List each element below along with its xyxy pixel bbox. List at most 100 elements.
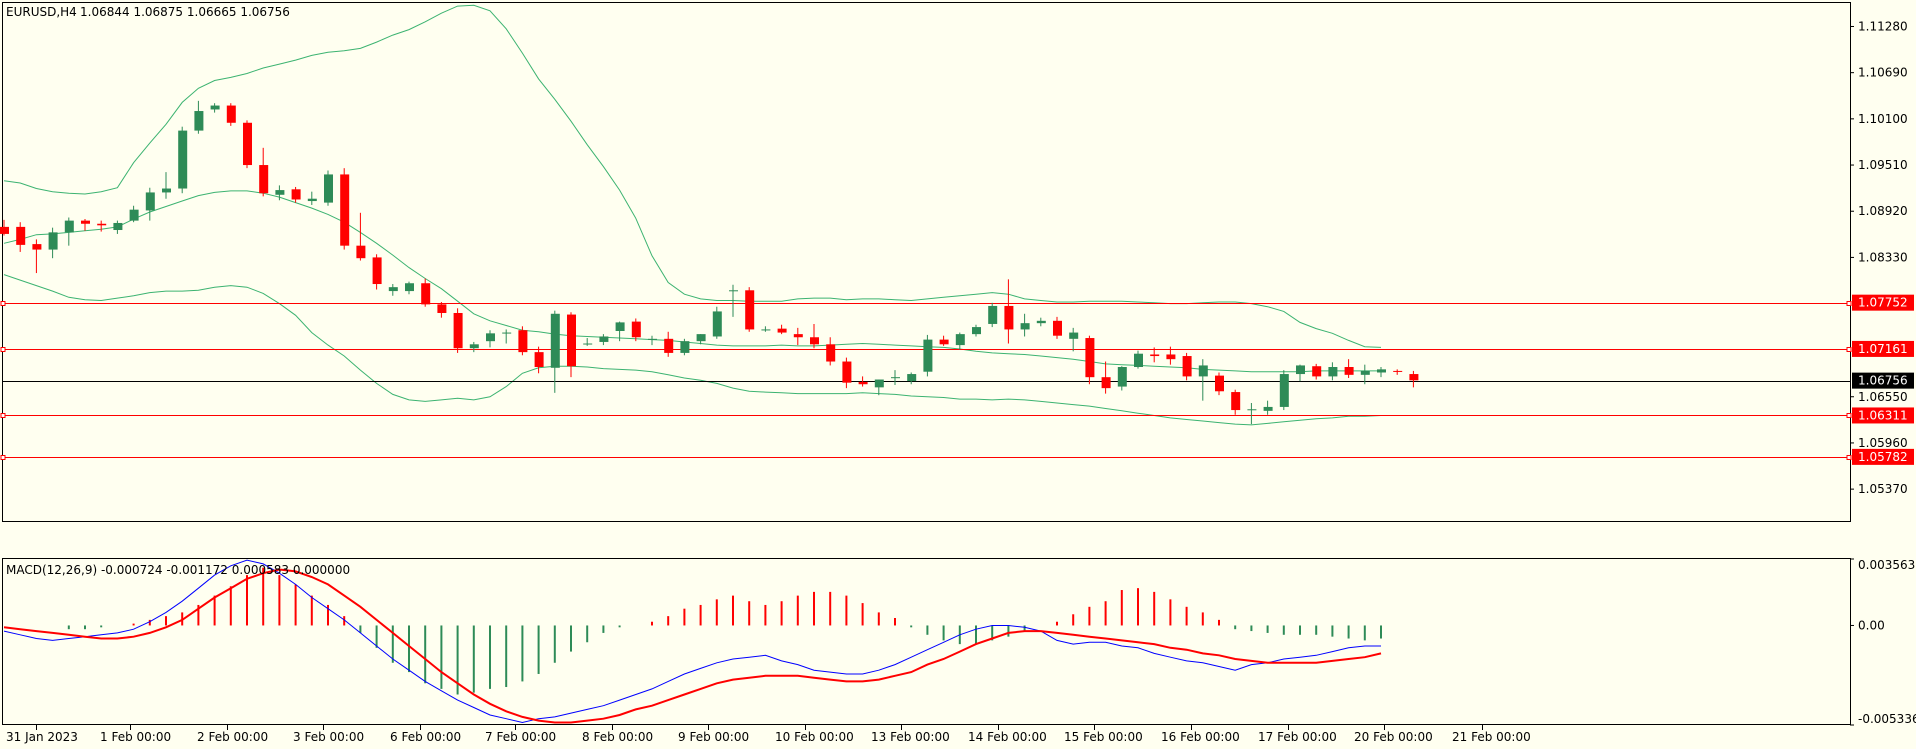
ohlc-label: 1.06844 1.06875 1.06665 1.06756 — [80, 5, 290, 19]
candle-body — [226, 105, 236, 123]
current-price-label: 1.06756 — [1858, 374, 1908, 388]
macd-tick-label: 0.00 — [1858, 618, 1885, 632]
candle-body — [923, 339, 933, 372]
candle-body — [0, 226, 9, 234]
candle-body — [421, 283, 431, 305]
candle-body — [64, 220, 74, 233]
macd-signal-line — [3, 568, 1382, 724]
candle-body — [129, 209, 139, 221]
time-tick-label: 10 Feb 00:00 — [775, 730, 854, 744]
candle-body — [162, 188, 171, 193]
candle-body — [1117, 367, 1127, 387]
time-tick-label: 17 Feb 00:00 — [1258, 730, 1337, 744]
candle-body — [1312, 366, 1322, 377]
bollinger-upper-line — [3, 4, 1382, 348]
candle-body — [1360, 370, 1370, 375]
candle-body — [1344, 367, 1354, 375]
candle-body — [145, 192, 155, 211]
time-tick-label: 20 Feb 00:00 — [1354, 730, 1433, 744]
time-tick-label: 21 Feb 00:00 — [1452, 730, 1531, 744]
candle-body — [842, 361, 852, 383]
candle-body — [972, 327, 981, 335]
candle-body — [550, 313, 560, 368]
candle-body — [745, 290, 755, 330]
level-handle-right — [1846, 301, 1852, 306]
candle-body — [891, 377, 900, 379]
candle-body — [1296, 365, 1305, 375]
level-price-label: 1.06311 — [1858, 408, 1908, 422]
candle-body — [81, 220, 90, 224]
candle-body — [1231, 392, 1241, 411]
time-tick-label: 7 Feb 00:00 — [485, 730, 556, 744]
macd-tick-label: -0.005336 — [1858, 712, 1916, 726]
candle-body — [955, 334, 965, 346]
candle-body — [307, 198, 317, 202]
candle-body — [178, 130, 188, 189]
candle-body — [16, 226, 26, 245]
candlesticks — [0, 100, 1419, 425]
level-handle-left — [0, 455, 6, 460]
price-tick-label: 1.09510 — [1858, 158, 1908, 172]
candle-body — [826, 344, 836, 362]
candle-body — [761, 329, 771, 331]
candle-body — [631, 321, 641, 338]
candle-body — [469, 344, 479, 349]
price-tick-label: 1.10690 — [1858, 66, 1908, 80]
candle-body — [1247, 409, 1257, 411]
price-tick-label: 1.10100 — [1858, 112, 1908, 126]
macd-panel[interactable] — [2, 558, 1851, 725]
candle-body — [324, 174, 333, 203]
candle-body — [243, 122, 252, 166]
level-price-tag — [1852, 340, 1914, 357]
candle-body — [534, 352, 544, 368]
candle-body — [1101, 377, 1111, 389]
candle-body — [1036, 320, 1046, 324]
level-handle-left — [0, 347, 6, 352]
candle-body — [874, 379, 884, 388]
horizontal-levels[interactable] — [0, 301, 1852, 460]
time-tick-label: 31 Jan 2023 — [6, 730, 78, 744]
time-tick-label: 16 Feb 00:00 — [1161, 730, 1240, 744]
level-handle-right — [1846, 455, 1852, 460]
time-tick-label: 3 Feb 00:00 — [293, 730, 364, 744]
price-tick-label: 1.08920 — [1858, 204, 1908, 218]
candle-body — [97, 223, 107, 226]
candle-body — [599, 336, 609, 342]
candle-body — [712, 311, 722, 337]
candle-body — [48, 232, 58, 250]
candle-body — [793, 334, 803, 338]
candle-body — [1069, 332, 1079, 339]
macd-tick-label: 0.003563 — [1858, 558, 1915, 572]
candle-body — [615, 322, 625, 331]
price-panel[interactable] — [2, 2, 1851, 522]
candle-body — [275, 190, 285, 195]
candle-body — [1215, 375, 1224, 392]
candle-body — [939, 339, 949, 345]
candle-body — [1393, 370, 1403, 372]
candle-body — [1409, 374, 1419, 381]
candle-body — [1198, 365, 1208, 377]
level-handle-right — [1846, 347, 1852, 352]
candle-body — [1134, 353, 1143, 368]
candle-body — [1328, 367, 1338, 377]
time-tick-label: 1 Feb 00:00 — [100, 730, 171, 744]
candle-body — [486, 333, 495, 342]
candle-body — [988, 305, 998, 324]
bollinger-bands — [3, 4, 1382, 426]
candle-body — [810, 337, 819, 345]
candle-body — [291, 189, 301, 200]
time-tick-label: 2 Feb 00:00 — [197, 730, 268, 744]
candle-body — [1182, 356, 1192, 377]
candle-body — [680, 341, 690, 353]
time-tick-label: 15 Feb 00:00 — [1064, 730, 1143, 744]
candle-body — [907, 374, 917, 382]
price-tick-label: 1.11280 — [1858, 19, 1908, 33]
price-axis: 1.11280 1.10690 1.10100 1.09510 1.08920 1.083… — [1850, 19, 1914, 496]
level-price-tag — [1852, 294, 1914, 311]
candle-body — [1166, 354, 1176, 360]
candle-body — [437, 304, 447, 313]
candle-body — [1150, 354, 1160, 357]
price-tick-label: 1.06550 — [1858, 390, 1908, 404]
level-handle-left — [0, 413, 6, 418]
